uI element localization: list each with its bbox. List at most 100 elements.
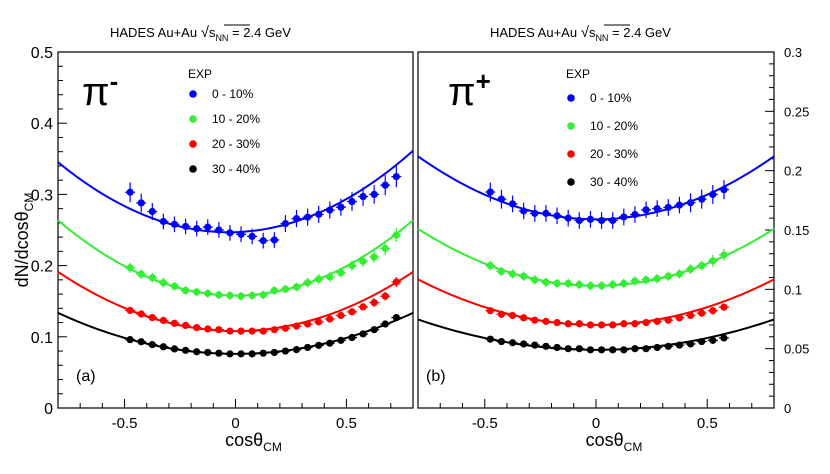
header-experiment: HADES Au+Au [490,25,581,40]
data-point [292,322,301,330]
data-point [720,251,728,259]
y-tick-label: 0.2 [784,164,802,179]
panel-header: HADES Au+Au √sNN = 2.4 GeV [490,24,671,43]
data-point [281,347,290,355]
data-point [620,346,628,354]
y-axis-label-sub: CM [22,193,36,212]
data-point [620,320,628,328]
data-point [664,272,672,280]
header-experiment: HADES Au+Au [110,25,201,40]
data-point [564,279,572,287]
data-point [542,317,550,325]
y-tick-label: 0.3 [784,45,802,60]
y-tick-label: 0.05 [784,342,809,357]
panel-a: HADES Au+Au √sNN = 2.4 GeV-0.5 0 0.500.10.… [12,24,414,454]
data-point [270,326,278,334]
data-point [248,327,256,335]
data-point [281,285,290,293]
data-point [237,292,245,300]
data-point [575,280,583,289]
data-point [542,278,550,286]
legend-label: 0 - 10% [590,91,632,105]
data-point [553,343,561,352]
data-point [248,291,256,300]
data-point [137,199,145,207]
data-point [520,272,528,280]
data-point [392,173,400,181]
data-point [486,262,494,270]
data-point [226,291,234,300]
data-point [575,216,583,225]
data-point [381,292,389,300]
legend-label: 30 - 40% [212,162,260,176]
data-point [675,201,684,209]
legend-label: 10 - 20% [212,112,260,126]
data-point [542,342,550,350]
data-point [337,269,345,277]
data-point [370,190,378,198]
data-point [359,303,367,311]
y-tick-label: 0.25 [784,104,809,119]
data-point [675,341,684,349]
data-point [686,340,695,348]
data-point [642,345,650,353]
data-point [304,279,312,287]
panel-b: HADES Au+Au √sNN = 2.4 GeV -0.5 0 0.5 0 0.05 0… [417,24,809,454]
data-point [270,348,278,357]
y-axis-label-main: dN/dcosθ [12,211,32,287]
data-point [531,209,539,217]
legend-title: EXP [566,67,590,81]
data-point [698,262,706,270]
data-point [664,316,672,324]
data-point [720,303,728,311]
data-point [337,203,345,211]
data-point [609,321,617,329]
header-sqrt-symbol: √ [581,24,590,41]
data-point [315,275,323,283]
data-point [709,190,717,198]
data-point [226,327,234,335]
fit-curve [57,219,414,297]
data-point [497,195,506,203]
data-point [686,311,695,320]
data-point [520,314,528,322]
data-point [520,340,528,348]
x-axis-label: cosθCM [586,430,643,454]
data-point [586,282,595,290]
header-sqrt-sub: NN [595,33,608,43]
data-point [148,207,156,216]
data-point [664,342,672,350]
data-point [392,313,400,322]
legend-label: 0 - 10% [212,87,254,101]
data-point [326,206,334,214]
data-point [326,339,334,347]
legend-marker [567,122,575,130]
legend-marker [567,94,575,102]
data-point [653,275,661,283]
data-point [259,291,267,299]
header-energy: = 2.4 GeV [608,25,671,40]
y-tick-label: 0 [44,401,53,418]
data-point [204,223,212,231]
header-sqrt-symbol: √ [201,24,210,41]
data-point [597,346,606,354]
data-point [642,318,650,327]
x-tick-label: -0.5 [112,415,138,432]
data-point [259,237,267,245]
data-point [531,316,539,324]
y-tick-label: 0.1 [31,330,53,347]
data-point [642,276,650,284]
fit-curve [417,318,775,351]
data-point [193,288,201,296]
data-point [392,231,400,239]
x-axis-label-main: cosθ [586,430,624,450]
data-point [609,216,617,225]
data-point [698,309,706,317]
data-point [497,267,506,276]
data-point [170,319,179,327]
data-point [137,338,145,346]
data-point [292,283,301,291]
data-point [259,327,267,335]
data-point [148,274,156,282]
data-point [370,326,378,334]
